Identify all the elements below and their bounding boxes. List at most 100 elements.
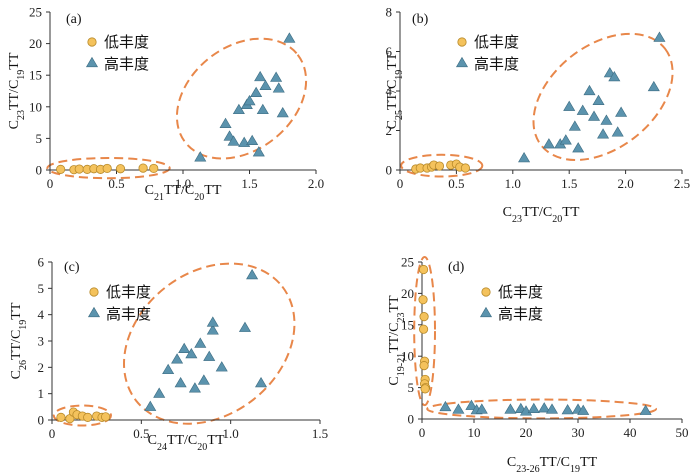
data-point-high [647, 80, 660, 92]
data-point-high [538, 402, 551, 413]
group-ellipse [46, 156, 171, 180]
legend-label-low: 低丰度 [106, 283, 151, 301]
x-tick-label: 2.0 [617, 176, 633, 191]
data-point-high [246, 134, 259, 146]
data-point-low [419, 361, 429, 371]
x-tick-label: 0 [47, 176, 54, 191]
data-point-high [576, 104, 589, 115]
y-axis-label: C19-21TT/C23TT [387, 295, 407, 386]
x-tick-label: 0.5 [133, 426, 149, 441]
data-point-high [283, 32, 296, 43]
panel-label: (b) [412, 12, 429, 27]
data-point-high [250, 86, 263, 97]
legend-marker-high [87, 306, 101, 318]
data-point-low [115, 164, 126, 174]
x-axis-label: C23-26TT/C19TT [507, 455, 598, 473]
y-tick-label: 1 [38, 386, 45, 401]
data-point-high [592, 94, 605, 105]
y-tick-label: 10 [29, 99, 42, 114]
data-point-low [434, 161, 445, 171]
legend-marker-low [457, 37, 467, 47]
legend-marker-high [479, 306, 493, 318]
x-tick-label: 40 [624, 425, 637, 440]
data-point-high [439, 400, 452, 412]
data-point-low [418, 264, 429, 275]
y-tick-label: 5 [36, 131, 43, 146]
legend-label-high: 高丰度 [498, 305, 543, 323]
data-point-high [527, 402, 540, 414]
y-tick-label: 5 [38, 281, 45, 296]
y-tick-label: 2 [38, 360, 45, 375]
panel-label: (c) [64, 260, 80, 275]
data-point-high [252, 146, 265, 157]
data-point-low [83, 412, 93, 422]
group-ellipse [426, 398, 657, 420]
y-tick-label: 0 [386, 163, 393, 178]
group-ellipse [413, 255, 437, 407]
data-point-high [238, 321, 251, 332]
y-axis-label: C26TT/C19TT [9, 302, 29, 379]
data-point-high [270, 71, 283, 82]
data-point-low [102, 163, 112, 174]
x-tick-label: 50 [676, 425, 689, 440]
data-point-high [587, 110, 601, 121]
data-point-high [215, 361, 228, 372]
legend-marker-high [85, 56, 99, 68]
x-tick-label: 10 [468, 425, 481, 440]
data-point-high [611, 126, 624, 137]
data-point-high [653, 31, 666, 42]
data-point-high [518, 151, 531, 163]
data-point-low [460, 163, 471, 173]
data-point-high [563, 100, 576, 111]
data-point-high [206, 324, 219, 335]
data-point-high [171, 353, 184, 364]
x-axis-label: C24TT/C20TT [148, 433, 225, 453]
x-axis-label: C21TT/C20TT [145, 183, 222, 203]
x-tick-label: 0.5 [108, 176, 124, 191]
legend-marker-low [481, 287, 491, 297]
data-point-high [272, 82, 285, 93]
data-point-high [639, 404, 652, 415]
data-point-high [197, 374, 210, 385]
group-ellipse [52, 404, 112, 427]
y-tick-label: 4 [386, 84, 393, 99]
data-point-high [259, 79, 272, 91]
y-tick-label: 20 [401, 286, 414, 301]
data-point-high [203, 350, 216, 361]
data-point-low [138, 163, 148, 173]
data-point-high [194, 151, 207, 162]
data-point-high [188, 382, 201, 393]
x-tick-label: 0.5 [448, 176, 464, 191]
data-point-high [232, 103, 245, 115]
x-tick-label: 30 [572, 425, 585, 440]
y-tick-label: 4 [38, 307, 45, 322]
x-tick-label: 2.5 [674, 176, 690, 191]
data-point-high [178, 342, 191, 353]
data-point-high [227, 135, 240, 146]
y-axis-label: C23TT/C19TT [7, 52, 27, 129]
legend-label-low: 低丰度 [104, 33, 149, 51]
legend-label-low: 低丰度 [474, 33, 519, 51]
y-tick-label: 25 [401, 255, 414, 270]
data-point-high [256, 103, 269, 115]
y-tick-label: 2 [386, 123, 393, 138]
y-tick-label: 6 [38, 255, 45, 270]
y-tick-label: 5 [408, 380, 415, 395]
x-tick-label: 1.5 [241, 176, 257, 191]
data-point-high [597, 128, 610, 139]
panel-label: (a) [66, 12, 82, 27]
data-point-high [608, 71, 621, 82]
x-tick-label: 0 [49, 426, 56, 441]
y-tick-label: 20 [29, 36, 42, 51]
data-point-high [153, 387, 166, 398]
data-point-high [194, 337, 207, 348]
x-tick-label: 0 [397, 176, 404, 191]
data-point-high [475, 403, 488, 414]
data-point-high [583, 84, 596, 96]
legend-label-high: 高丰度 [104, 55, 149, 73]
legend-label-high: 高丰度 [474, 55, 519, 73]
